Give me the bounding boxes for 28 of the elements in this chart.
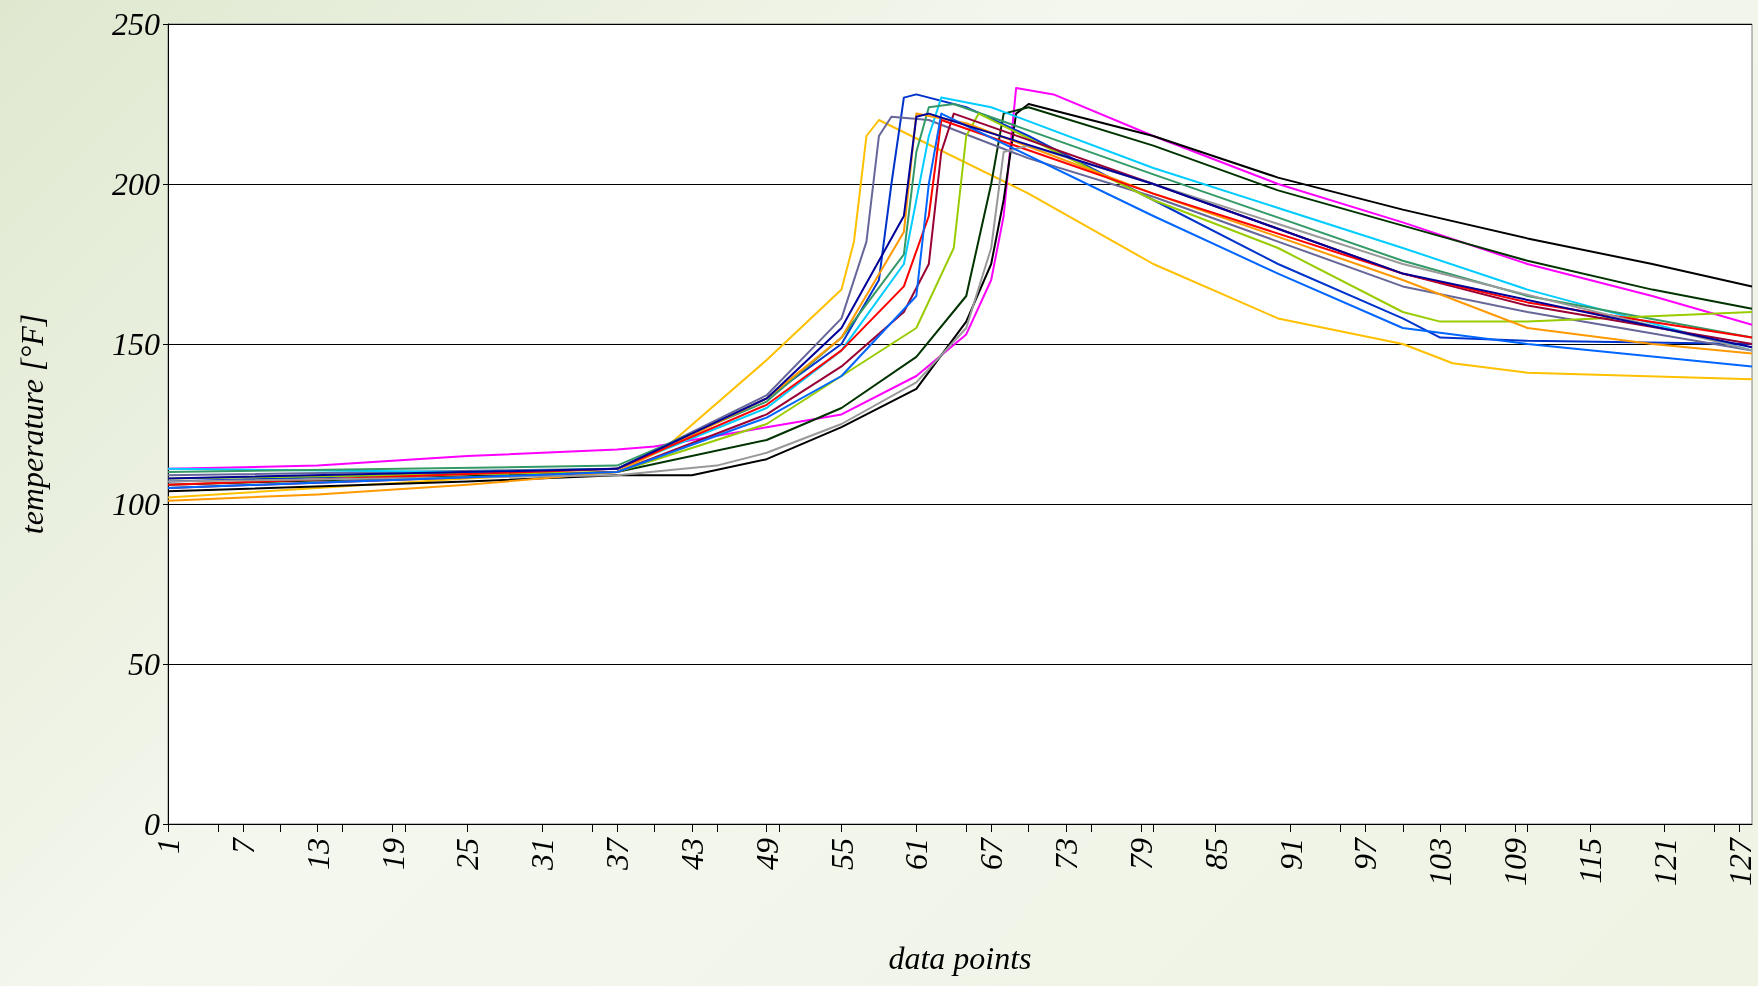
x-tick-label: 115 [1571, 838, 1608, 884]
x-tick-label: 85 [1197, 838, 1234, 870]
x-tick-label: 43 [673, 838, 710, 870]
x-tick-label: 7 [224, 836, 261, 854]
x-axis-title: data points [888, 940, 1032, 976]
x-tick-label: 103 [1422, 838, 1459, 886]
x-tick-label: 127 [1721, 836, 1758, 886]
x-tick-label: 31 [524, 838, 561, 871]
x-tick-label: 79 [1122, 838, 1159, 870]
y-tick-label: 50 [128, 646, 160, 682]
x-tick-label: 13 [299, 838, 336, 870]
x-tick-label: 49 [748, 838, 785, 870]
y-tick-label: 100 [112, 486, 160, 522]
y-axis-title: temperature [°F] [14, 313, 50, 535]
x-tick-label: 61 [898, 838, 935, 870]
x-tick-label: 91 [1272, 838, 1309, 870]
y-tick-label: 250 [112, 6, 160, 42]
x-tick-label: 37 [599, 836, 636, 871]
x-tick-label: 55 [823, 838, 860, 870]
y-tick-label: 200 [112, 166, 160, 202]
x-tick-label: 97 [1347, 836, 1384, 870]
x-tick-label: 25 [449, 838, 486, 870]
x-tick-label: 19 [374, 838, 411, 870]
x-tick-label: 67 [973, 836, 1010, 870]
x-tick-label: 109 [1497, 838, 1534, 886]
x-tick-label: 73 [1048, 838, 1085, 870]
y-tick-label: 150 [112, 326, 160, 362]
x-tick-label: 121 [1646, 838, 1683, 886]
